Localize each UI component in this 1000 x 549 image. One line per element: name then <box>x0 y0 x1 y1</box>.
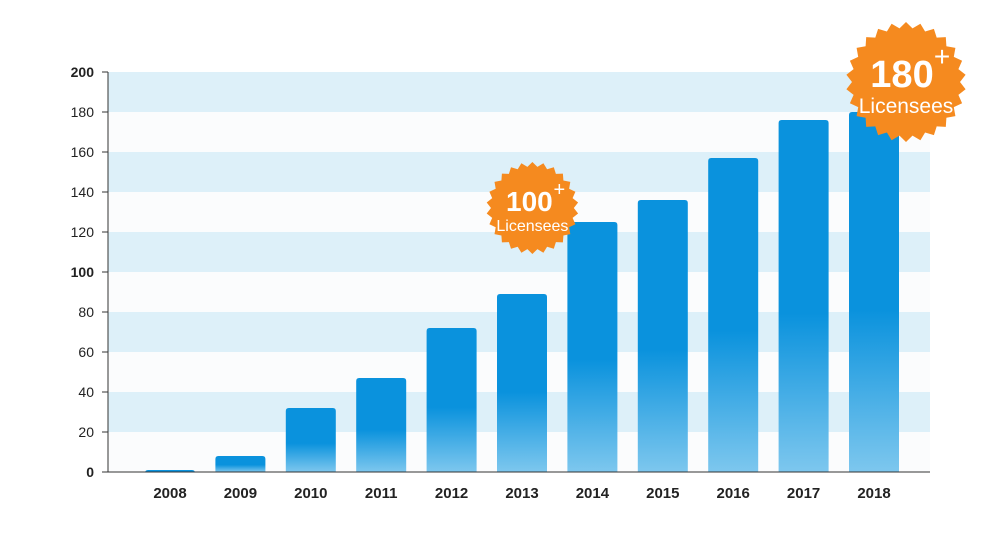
y-tick-label: 80 <box>78 304 94 320</box>
bar-2010 <box>285 408 336 472</box>
badge-number: 180 <box>870 54 933 96</box>
x-tick-label: 2014 <box>576 485 610 502</box>
bar-2014 <box>567 222 618 472</box>
y-tick-label: 20 <box>78 424 94 440</box>
bars <box>145 112 899 473</box>
y-tick-label: 60 <box>78 344 94 360</box>
badge-100-licensees: 100 + Licensees <box>486 162 579 254</box>
badge-label: Licensees <box>496 218 568 235</box>
starburst-icon <box>486 162 579 254</box>
bar-2012 <box>426 328 477 472</box>
x-tick-label: 2011 <box>365 485 398 502</box>
x-tick-label: 2010 <box>294 485 327 502</box>
x-tick-label: 2009 <box>224 485 257 502</box>
starburst-icon <box>846 22 966 142</box>
badge-plus: + <box>934 41 950 72</box>
axes <box>107 72 930 473</box>
bar-2015 <box>637 200 688 472</box>
y-tick-label: 200 <box>71 64 95 80</box>
y-tick-label: 0 <box>86 464 94 480</box>
bar-2013 <box>497 294 547 472</box>
y-tick-label: 120 <box>71 224 95 240</box>
bar-2011 <box>356 378 407 472</box>
y-tick-label: 40 <box>78 384 94 400</box>
y-tick-label: 180 <box>71 104 95 120</box>
bar-2009 <box>215 456 266 472</box>
badge-label: Licensees <box>859 95 954 118</box>
bar-2016 <box>708 158 759 472</box>
badge-180-licensees: 180 + Licensees <box>846 22 966 142</box>
y-tick-label: 140 <box>71 184 95 200</box>
x-tick-label: 2018 <box>857 485 890 502</box>
x-tick-label: 2008 <box>153 485 186 502</box>
bar-2018 <box>849 112 899 472</box>
y-tick-label: 100 <box>71 264 95 280</box>
x-tick-label: 2015 <box>646 485 679 502</box>
badge-plus: + <box>554 179 566 201</box>
y-axis-ticks: 0 20 40 60 80 100 120 140 160 180 200 <box>71 64 108 480</box>
x-tick-label: 2013 <box>505 485 538 502</box>
x-tick-label: 2016 <box>717 485 750 502</box>
grid-band <box>108 72 930 112</box>
bar-2017 <box>778 120 829 472</box>
x-tick-label: 2017 <box>787 485 820 502</box>
x-axis-ticks: 2008 2009 2010 2011 2012 2013 2014 2015 2016 2017… <box>153 485 890 502</box>
badge-number: 100 <box>506 186 553 217</box>
y-tick-label: 160 <box>71 144 95 160</box>
x-tick-label: 2012 <box>435 485 468 502</box>
